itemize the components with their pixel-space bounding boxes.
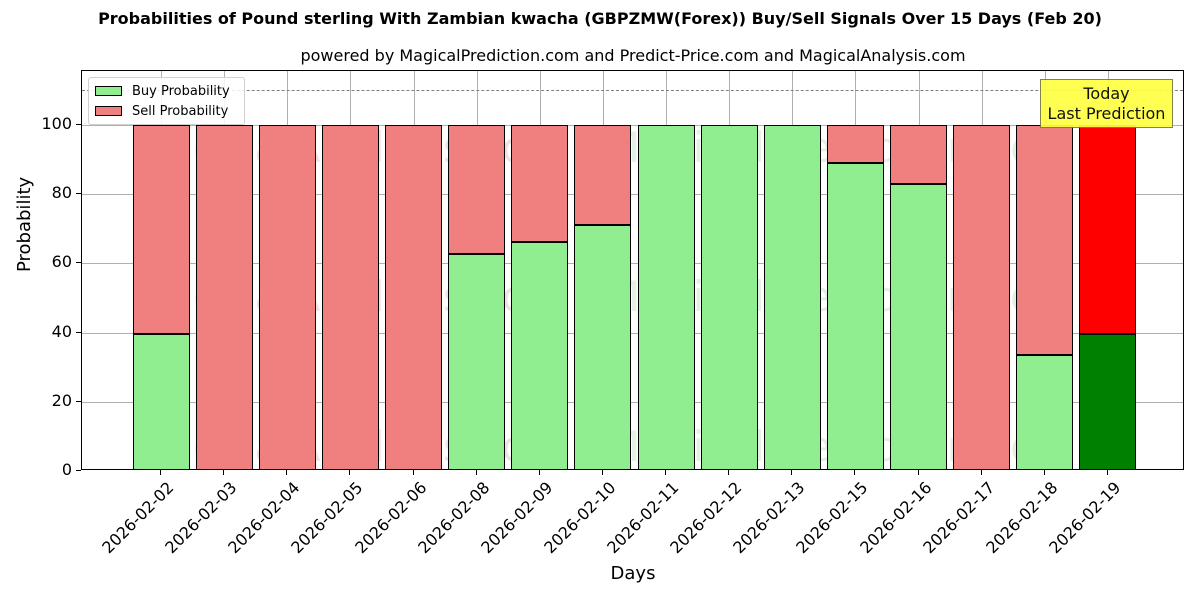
gridline-horizontal bbox=[82, 332, 1183, 334]
gridline-horizontal bbox=[82, 263, 1183, 265]
bar-buy-2026-02-18 bbox=[1016, 355, 1074, 469]
bar-buy-2026-02-19 bbox=[1079, 333, 1137, 469]
x-tick-mark bbox=[475, 470, 477, 475]
bar-sell-2026-02-10 bbox=[574, 125, 632, 226]
bar-buy-2026-02-02 bbox=[132, 333, 190, 469]
bar-buy-2026-02-10 bbox=[574, 225, 632, 469]
today-annotation-line2: Last Prediction bbox=[1047, 104, 1166, 123]
x-tick-mark bbox=[1043, 470, 1045, 475]
x-tick-mark bbox=[728, 470, 730, 475]
bar-buy-2026-02-11 bbox=[637, 125, 695, 469]
legend: Buy Probability Sell Probability bbox=[88, 77, 245, 125]
y-tick-label: 100 bbox=[41, 114, 72, 133]
bar-buy-2026-02-15 bbox=[826, 163, 884, 469]
y-tick-label: 20 bbox=[51, 390, 72, 410]
bar-sell-2026-02-15 bbox=[826, 125, 884, 164]
bar-sell-2026-02-18 bbox=[1016, 125, 1074, 356]
gridline-horizontal bbox=[82, 194, 1183, 196]
x-tick-mark bbox=[917, 470, 919, 475]
y-tick-mark bbox=[76, 470, 81, 471]
x-tick-mark bbox=[412, 470, 414, 475]
x-tick-mark bbox=[538, 470, 540, 475]
plot-area: MagicalAnalysis.comMagicalPrediction.com… bbox=[81, 70, 1184, 470]
buy-swatch-icon bbox=[95, 86, 122, 96]
x-axis-label: Days bbox=[610, 563, 656, 584]
bar-sell-2026-02-17 bbox=[953, 125, 1011, 469]
gridline-horizontal bbox=[82, 125, 1183, 126]
x-tick-mark bbox=[980, 470, 982, 475]
bar-sell-2026-02-09 bbox=[511, 125, 569, 243]
bar-buy-2026-02-09 bbox=[511, 242, 569, 469]
legend-buy-label: Buy Probability bbox=[132, 83, 230, 99]
x-tick-mark bbox=[665, 470, 667, 475]
gridline-horizontal bbox=[82, 401, 1183, 403]
x-tick-mark bbox=[854, 470, 856, 475]
reference-line bbox=[82, 90, 1183, 92]
bar-buy-2026-02-16 bbox=[890, 184, 948, 469]
y-tick-mark bbox=[76, 193, 81, 195]
y-tick-mark bbox=[76, 124, 81, 125]
y-tick-label: 40 bbox=[51, 321, 72, 341]
x-tick-mark bbox=[286, 470, 288, 475]
y-tick-mark bbox=[76, 331, 81, 333]
bar-sell-2026-02-04 bbox=[258, 125, 316, 469]
legend-sell-label: Sell Probability bbox=[132, 103, 229, 119]
bar-buy-2026-02-08 bbox=[448, 254, 506, 469]
x-tick-mark bbox=[1106, 470, 1108, 475]
x-tick-mark bbox=[349, 470, 351, 475]
x-tick-mark bbox=[601, 470, 603, 475]
bar-buy-2026-02-12 bbox=[700, 125, 758, 469]
bar-sell-2026-02-16 bbox=[890, 125, 948, 185]
x-tick-mark bbox=[160, 470, 161, 475]
bar-sell-2026-02-08 bbox=[448, 125, 506, 255]
x-tick-mark bbox=[223, 470, 225, 475]
legend-item-sell: Sell Probability bbox=[95, 103, 228, 119]
y-tick-mark bbox=[76, 262, 81, 264]
y-tick-mark bbox=[76, 400, 81, 402]
y-axis-label: Probability bbox=[14, 176, 35, 272]
bar-buy-2026-02-13 bbox=[763, 125, 821, 469]
today-annotation: Today Last Prediction bbox=[1040, 79, 1173, 128]
y-tick-label: 0 bbox=[61, 460, 72, 479]
today-annotation-line1: Today bbox=[1083, 84, 1130, 103]
bar-sell-2026-02-03 bbox=[195, 125, 253, 469]
bar-sell-2026-02-19 bbox=[1079, 125, 1137, 334]
y-tick-label: 60 bbox=[51, 252, 72, 272]
chart-subtitle: powered by MagicalPrediction.com and Pre… bbox=[300, 46, 966, 65]
x-tick-mark bbox=[791, 470, 793, 475]
bar-sell-2026-02-06 bbox=[385, 125, 443, 469]
bar-sell-2026-02-05 bbox=[321, 125, 379, 469]
legend-item-buy: Buy Probability bbox=[95, 83, 230, 99]
bar-sell-2026-02-02 bbox=[132, 125, 190, 334]
y-tick-label: 80 bbox=[51, 183, 72, 203]
chart-title: Probabilities of Pound sterling With Zam… bbox=[98, 9, 1102, 28]
sell-swatch-icon bbox=[95, 106, 122, 116]
